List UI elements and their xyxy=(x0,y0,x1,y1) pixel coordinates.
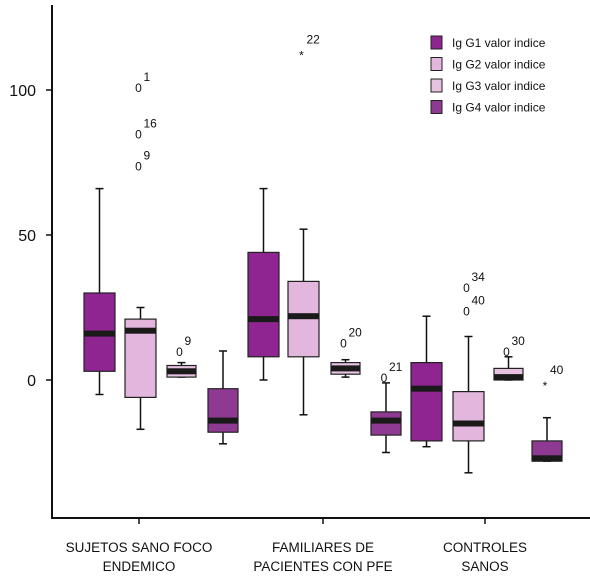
legend-label: Ig G2 valor indice xyxy=(452,58,546,72)
y-tick-label: 50 xyxy=(18,228,36,245)
box-1-3: 021 xyxy=(370,360,403,454)
median-bar xyxy=(125,327,156,334)
x-axis-categories: SUJETOS SANO FOCO ENDEMICO FAMILIARES DE PA… xyxy=(66,518,527,574)
legend-label: Ig G1 valor indice xyxy=(452,36,546,50)
outlier-marker: 0 xyxy=(463,304,470,318)
outlier-label: 22 xyxy=(307,32,321,46)
legend-label: Ig G3 valor indice xyxy=(452,79,546,93)
box-2-2: 030 xyxy=(493,334,526,381)
box-0-0 xyxy=(83,187,116,396)
x-category-label: FAMILIARES DE xyxy=(272,540,374,555)
iqr-box xyxy=(207,388,239,433)
median-bar xyxy=(371,417,401,424)
y-axis-ticks: 0 50 100 xyxy=(9,83,52,390)
x-category-label: SANOS xyxy=(461,559,508,574)
outlier-label: 9 xyxy=(185,334,192,348)
median-bar xyxy=(167,368,196,375)
box-1-0 xyxy=(247,187,280,381)
outlier-label: 1 xyxy=(144,70,151,84)
box-1-1: *22 xyxy=(287,32,321,416)
outlier-marker: 0 xyxy=(381,371,388,385)
y-tick-label: 100 xyxy=(9,83,36,100)
median-bar xyxy=(248,316,279,323)
legend: Ig G1 valor indice Ig G2 valor indice Ig G… xyxy=(430,35,546,115)
outlier-marker: * xyxy=(299,48,304,62)
median-bar xyxy=(84,330,115,337)
outlier-label: 30 xyxy=(512,334,526,348)
outlier-label: 20 xyxy=(349,325,363,339)
outlier-label: 21 xyxy=(389,360,403,374)
outlier-label: 34 xyxy=(472,270,486,284)
iqr-box xyxy=(452,391,485,442)
box-1-2: 020 xyxy=(330,325,363,378)
legend-swatch xyxy=(430,78,443,93)
median-bar xyxy=(288,313,319,320)
median-bar xyxy=(411,385,442,392)
median-bar xyxy=(532,455,562,462)
outlier-marker: 0 xyxy=(135,128,142,142)
outlier-marker: * xyxy=(543,379,548,393)
outlier-marker: 0 xyxy=(340,336,347,350)
outlier-marker: 0 xyxy=(503,345,510,359)
outlier-label: 40 xyxy=(472,293,486,307)
box-2-3: *40 xyxy=(531,363,564,462)
legend-swatch xyxy=(430,57,443,71)
outlier-marker: 0 xyxy=(135,81,142,95)
median-bar xyxy=(494,374,523,381)
box-0-2: 09 xyxy=(166,334,197,378)
legend-swatch xyxy=(430,35,443,50)
x-category-label: CONTROLES xyxy=(443,540,527,555)
median-bar xyxy=(331,365,360,372)
x-category-label: PACIENTES CON PFE xyxy=(253,559,392,574)
legend-label: Ig G4 valor indice xyxy=(452,101,546,115)
outlier-label: 40 xyxy=(550,363,564,377)
iqr-box xyxy=(247,251,280,358)
median-bar xyxy=(453,420,484,427)
x-category-label: ENDEMICO xyxy=(103,559,176,574)
outlier-marker: 0 xyxy=(176,345,183,359)
box-0-3 xyxy=(207,350,239,445)
y-tick-label: 0 xyxy=(27,373,36,390)
box-2-0 xyxy=(410,315,443,448)
x-category-label: SUJETOS SANO FOCO xyxy=(66,540,213,555)
legend-swatch xyxy=(430,100,443,114)
median-bar xyxy=(208,417,238,424)
iqr-box xyxy=(410,362,443,442)
outlier-label: 16 xyxy=(144,117,158,131)
outlier-marker: 0 xyxy=(463,281,470,295)
outlier-marker: 0 xyxy=(135,159,142,173)
outlier-label: 9 xyxy=(144,148,151,162)
